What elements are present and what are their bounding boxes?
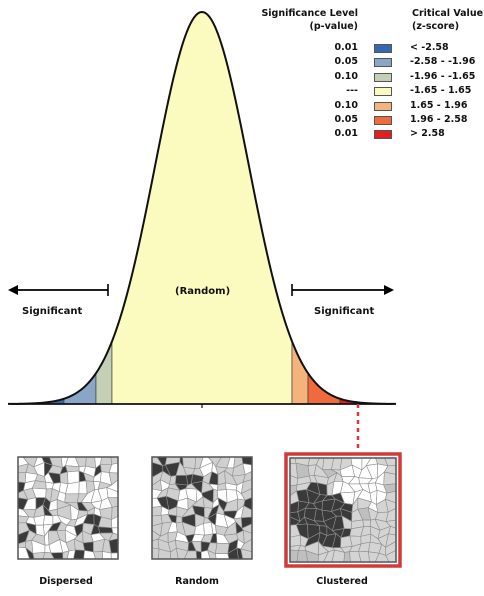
normal-curve (7, 10, 397, 408)
dispersed-label: Dispersed (39, 576, 93, 587)
map-border (289, 457, 397, 563)
legend-z-range: -1.96 - -1.65 (410, 70, 476, 82)
legend-swatch (374, 72, 392, 82)
right-significant-label: Significant (314, 306, 375, 317)
legend-swatch (374, 58, 392, 68)
band-right-90 (291, 341, 309, 405)
legend-z-range: > 2.58 (410, 128, 445, 140)
random-region-label: (Random) (175, 286, 231, 297)
map-polygon (59, 471, 69, 485)
curve-outline (7, 10, 397, 405)
critical-value-header-line1: Critical Value (412, 8, 484, 19)
left-significant-arrow (8, 284, 109, 296)
map-polygon (64, 493, 80, 503)
clustered-map (289, 457, 397, 563)
map-border (151, 456, 253, 560)
map-polygon (100, 456, 113, 465)
band-right-95 (307, 372, 341, 405)
band-left-90 (95, 341, 113, 405)
legend-swatch (374, 87, 392, 97)
clustered-label: Clustered (316, 576, 368, 587)
dispersed-map (17, 456, 119, 560)
legend-p-value: 0.01 (334, 128, 358, 140)
map-polygon (33, 515, 45, 526)
map-polygon (98, 526, 114, 534)
legend-z-range: < -2.58 (410, 42, 449, 53)
map-polygon (175, 474, 189, 486)
legend-p-value: 0.10 (334, 70, 358, 82)
right-significant-arrow (291, 284, 394, 296)
legend-p-value: 0.05 (334, 56, 358, 68)
legend-swatch (374, 130, 392, 140)
map-polygon (295, 462, 310, 479)
map-polygon (43, 515, 54, 526)
map-polygon (151, 547, 160, 560)
map-polygon (195, 550, 202, 560)
significance-header-line1: Significance Level (261, 8, 358, 19)
band-random (111, 11, 293, 405)
map-polygon (289, 457, 297, 464)
critical-value-header-line2: (z-score) (412, 21, 460, 32)
legend-swatch (374, 101, 392, 111)
legend-swatch (374, 44, 392, 53)
legend-p-value: 0.01 (334, 42, 358, 53)
map-polygon (73, 549, 85, 560)
random-map (151, 456, 253, 560)
significance-header-line2: (p-value) (309, 21, 359, 32)
clustered-highlight-frame (284, 452, 402, 568)
map-polygon (289, 534, 302, 547)
map-polygon (110, 552, 119, 560)
map-polygon (151, 506, 162, 517)
legend-z-range: -2.58 - -1.96 (410, 56, 476, 68)
random-map-label: Random (175, 576, 219, 587)
map-polygon (175, 515, 183, 524)
map-polygon (383, 471, 397, 486)
map-polygon (362, 519, 372, 527)
significance-header: Significance Level (p-value) (258, 7, 358, 33)
map-border (17, 456, 119, 560)
map-polygon (169, 475, 177, 485)
legend-z-range: -1.65 - 1.65 (410, 85, 472, 97)
legend-p-value: 0.10 (334, 99, 358, 111)
map-polygon (215, 542, 230, 555)
map-polygon (17, 472, 27, 484)
map-polygon (215, 553, 230, 560)
critical-value-header: Critical Value (z-score) (412, 7, 483, 33)
legend-p-value: 0.05 (334, 114, 358, 125)
left-significant-label: Significant (22, 306, 83, 317)
legend-p-value: --- (346, 85, 358, 97)
map-polygon (182, 456, 196, 470)
legend-z-range: 1.96 - 2.58 (410, 114, 468, 125)
legend-swatch (374, 116, 392, 125)
legend-z-range: 1.65 - 1.96 (410, 99, 468, 111)
band-left-95 (63, 372, 97, 405)
